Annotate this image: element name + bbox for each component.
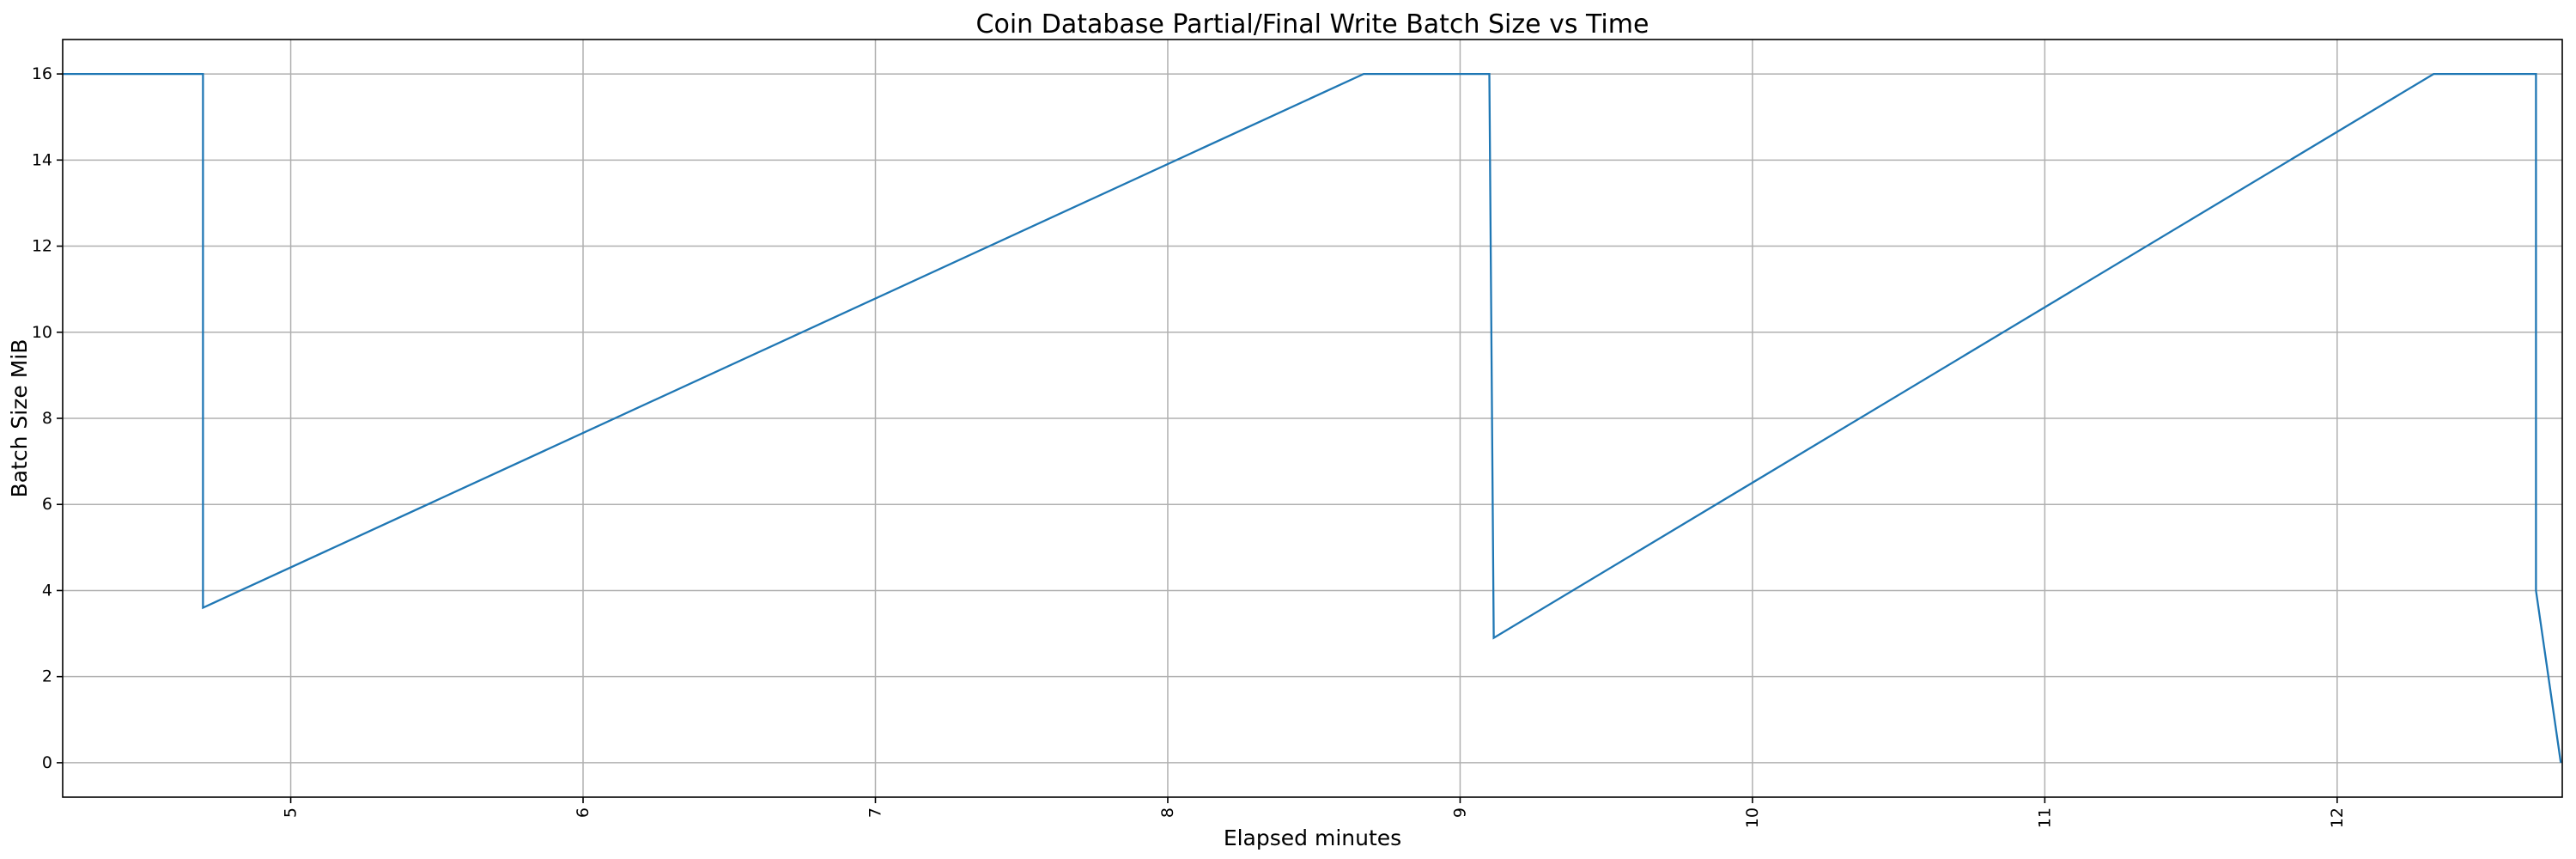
- y-tick-label: 2: [42, 667, 52, 686]
- x-tick-label: 6: [574, 807, 592, 818]
- x-tick-label: 12: [2328, 807, 2347, 828]
- series-layer: [63, 72, 2562, 764]
- chart-title: Coin Database Partial/Final Write Batch …: [976, 9, 1649, 40]
- series-line: [63, 72, 2562, 764]
- y-tick-label: 16: [32, 64, 52, 83]
- x-tick-label: 5: [282, 807, 301, 818]
- x-tick-label: 7: [866, 807, 885, 818]
- y-axis-label: Batch Size MiB: [7, 339, 32, 498]
- y-tick-label: 6: [42, 495, 52, 514]
- x-tick-label: 9: [1450, 807, 1469, 818]
- x-tick-label: 8: [1158, 807, 1177, 818]
- y-tick-label: 4: [42, 581, 52, 600]
- y-tick-label: 8: [42, 409, 52, 428]
- y-tick-label: 12: [32, 237, 52, 256]
- x-tick-label: 11: [2035, 807, 2054, 828]
- grid: [63, 40, 2562, 797]
- y-tick-label: 10: [32, 323, 52, 342]
- y-tick-label: 0: [42, 753, 52, 772]
- x-tick-label: 10: [1743, 807, 1762, 828]
- x-axis-label: Elapsed minutes: [1224, 825, 1401, 850]
- y-tick-label: 14: [32, 150, 52, 169]
- ticks: 5 6 7 8 9 10 11 12 0 2 4 6 8 10 12 14 16: [32, 64, 2347, 828]
